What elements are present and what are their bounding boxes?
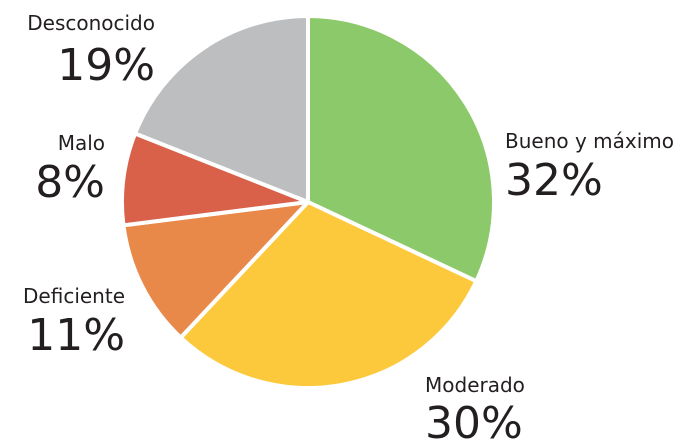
slice-value: 19%	[57, 40, 155, 91]
pie-slice	[178, 200, 479, 390]
pie-slice	[121, 200, 310, 340]
pie-slice	[133, 14, 310, 204]
slice-label: Malo	[58, 131, 105, 155]
pie-slice	[306, 14, 496, 284]
slice-value: 8%	[35, 157, 105, 208]
slice-value: 30%	[425, 398, 523, 443]
slice-label: Desconocido	[27, 11, 155, 35]
slice-label: Deficiente	[23, 284, 125, 308]
slice-label: Bueno y máximo	[505, 129, 674, 153]
slice-value: 11%	[27, 310, 125, 361]
slice-label: Moderado	[425, 373, 525, 397]
slice-value: 32%	[505, 155, 603, 206]
